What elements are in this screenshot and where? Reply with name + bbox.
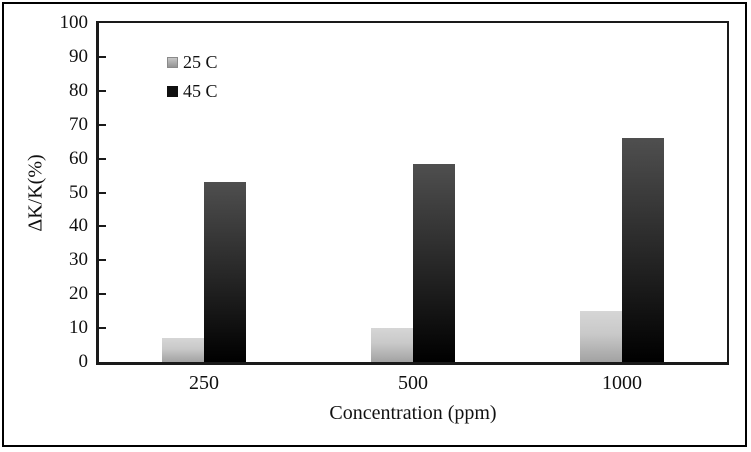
legend-marker-25c-icon	[167, 56, 178, 68]
y-tick-label: 60	[69, 148, 88, 169]
x-tick-label: 250	[189, 372, 219, 394]
x-tick-label: 500	[398, 372, 428, 394]
y-tick-label: 100	[59, 12, 89, 33]
bar-s1-500	[413, 164, 455, 362]
y-tick-mark	[99, 124, 106, 126]
plot-area: 25 C 45 C	[96, 21, 729, 365]
y-tick-mark	[99, 259, 106, 261]
legend-item-45c: 45 C	[167, 82, 218, 100]
bar-s1-250	[204, 182, 246, 362]
legend-marker-45c-icon	[167, 85, 178, 97]
y-tick-mark	[99, 158, 106, 160]
x-tick-label: 1000	[602, 372, 642, 394]
bar-s0-500	[371, 328, 413, 362]
y-tick-label: 70	[69, 114, 88, 135]
y-tick-label: 80	[69, 80, 88, 101]
legend-label-25c: 25 C	[183, 52, 218, 72]
legend: 25 C 45 C	[167, 53, 218, 111]
bar-s0-1000	[580, 311, 622, 362]
legend-label-45c: 45 C	[183, 81, 218, 101]
y-tick-mark	[99, 293, 106, 295]
y-tick-label: 30	[69, 249, 88, 270]
y-tick-label: 0	[78, 351, 89, 372]
y-tick-mark	[99, 56, 106, 58]
y-tick-mark	[99, 327, 106, 329]
bar-s1-1000	[622, 138, 664, 362]
y-tick-label: 50	[69, 182, 88, 203]
x-axis-title: Concentration (ppm)	[329, 402, 497, 424]
y-tick-mark	[99, 192, 106, 194]
y-tick-label: 20	[69, 283, 88, 304]
y-tick-mark	[99, 90, 106, 92]
legend-item-25c: 25 C	[167, 53, 218, 71]
y-tick-label: 90	[69, 46, 88, 67]
y-tick-label: 40	[69, 215, 88, 236]
bar-s0-250	[162, 338, 204, 362]
y-tick-mark	[99, 225, 106, 227]
y-tick-label: 10	[69, 317, 88, 338]
